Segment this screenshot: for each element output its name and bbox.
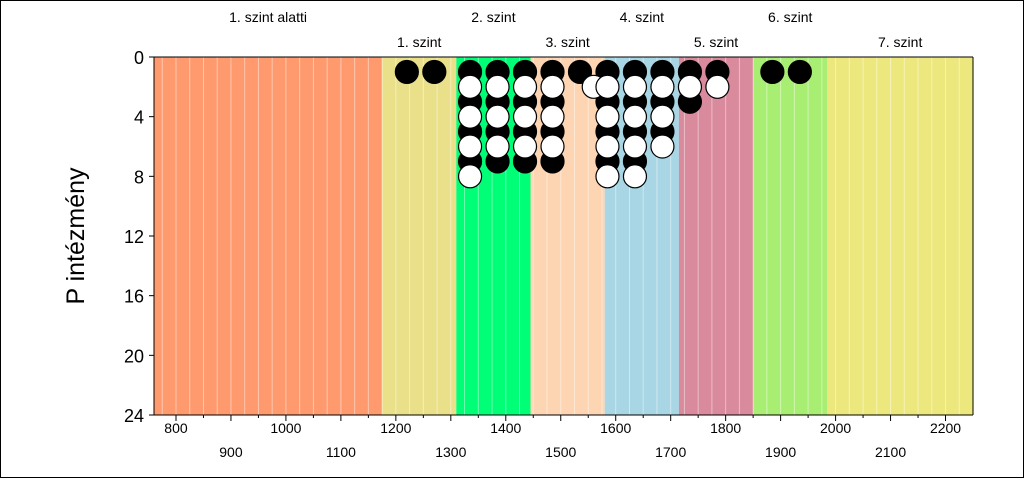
data-point <box>457 164 483 189</box>
x-tick-label: 1300 <box>435 444 466 460</box>
level-label: 1. szint alatti <box>229 9 307 25</box>
data-point <box>595 134 620 159</box>
x-tick-label: 1500 <box>545 444 576 460</box>
data-point <box>457 74 483 99</box>
data-point <box>622 74 648 99</box>
x-tick-label: 2200 <box>930 420 961 436</box>
data-point <box>650 134 675 159</box>
x-tick-label: 2000 <box>820 420 851 436</box>
x-tick-label: 800 <box>164 420 188 436</box>
data-point <box>622 164 648 189</box>
level-band <box>382 57 457 415</box>
x-tick-label: 1100 <box>326 444 356 460</box>
y-axis-label: P intézmény <box>62 167 90 305</box>
x-tick-label: 1200 <box>380 420 411 436</box>
data-points <box>394 59 812 189</box>
x-tick-label: 1800 <box>710 420 741 436</box>
level-band <box>154 57 383 415</box>
level-label: 2. szint <box>471 9 515 25</box>
y-tick-label: 12 <box>124 227 144 247</box>
level-band <box>530 57 605 415</box>
data-point <box>394 59 419 85</box>
data-point <box>512 134 538 159</box>
level-label: 4. szint <box>620 9 664 25</box>
data-point <box>457 104 483 129</box>
y-tick-label: 8 <box>134 167 144 187</box>
y-tick-label: 0 <box>134 48 144 68</box>
x-tick-label: 1700 <box>655 444 686 460</box>
axes: 0 4 8 12 16 20 24 800 1000 1200 1400 1600 1800 2000 22… <box>124 48 974 460</box>
data-point <box>457 134 483 159</box>
x-tick-label: 1600 <box>600 420 631 436</box>
y-tick-label: 4 <box>134 108 144 128</box>
data-point <box>540 134 565 159</box>
data-point <box>595 74 620 99</box>
data-point <box>485 134 510 159</box>
level-bands <box>154 57 973 415</box>
data-point <box>650 104 675 129</box>
data-point <box>760 59 785 85</box>
data-point <box>677 74 703 99</box>
data-point <box>595 164 620 189</box>
level-label: 5. szint <box>694 34 738 50</box>
level-label: 6. szint <box>768 9 812 25</box>
level-band <box>753 57 828 415</box>
x-tick-label: 2100 <box>875 444 906 460</box>
level-band <box>678 57 754 415</box>
data-point <box>622 104 648 129</box>
y-tick-label: 24 <box>124 406 144 426</box>
data-point <box>787 59 812 85</box>
data-point <box>595 104 620 129</box>
level-band <box>827 57 973 415</box>
x-tick-label: 900 <box>219 444 243 460</box>
x-tick-label: 1000 <box>270 420 301 436</box>
data-point <box>485 74 510 99</box>
data-point <box>540 104 565 129</box>
level-label: 3. szint <box>545 34 589 50</box>
data-point <box>650 74 675 99</box>
level-label: 1. szint <box>397 34 441 50</box>
x-tick-label: 1400 <box>490 420 521 436</box>
data-point <box>422 59 447 85</box>
level-label: 7. szint <box>878 34 922 50</box>
data-point <box>567 59 593 85</box>
data-point <box>485 104 510 129</box>
y-tick-label: 20 <box>124 346 144 366</box>
y-tick-label: 16 <box>124 287 144 307</box>
data-point <box>622 134 648 159</box>
data-point <box>512 104 538 129</box>
x-tick-label: 1900 <box>765 444 796 460</box>
data-point <box>512 74 538 99</box>
data-point <box>540 74 565 99</box>
data-point <box>705 74 730 99</box>
level-labels: 1. szint alatti 1. szint 2. szint 3. szint 4… <box>229 9 922 50</box>
